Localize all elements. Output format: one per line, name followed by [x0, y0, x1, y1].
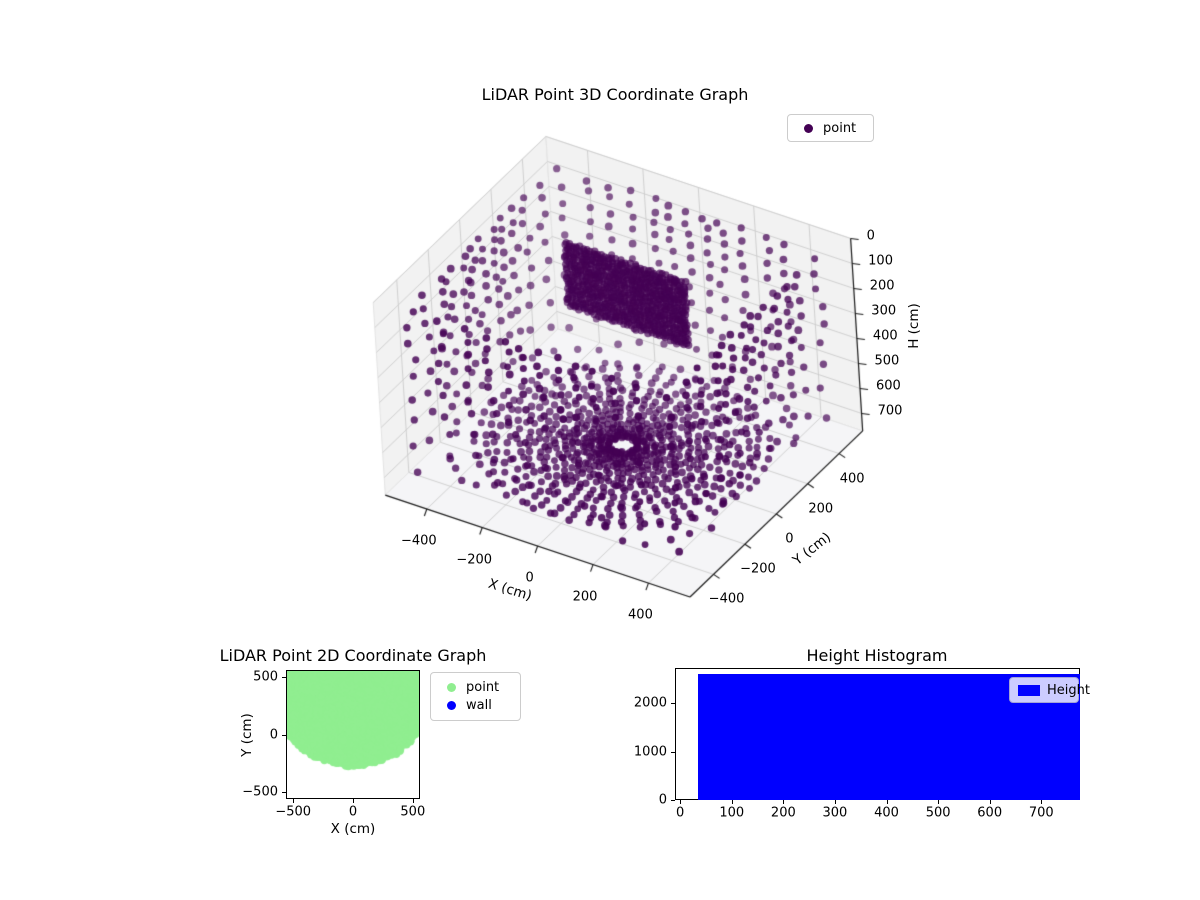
tick-label: −500 [275, 804, 312, 820]
tick-label: −200 [456, 552, 493, 567]
tick-label: 0 [269, 727, 278, 742]
tick-label: 100 [868, 253, 893, 269]
plot2d-title: LiDAR Point 2D Coordinate Graph [219, 646, 487, 665]
tick-mark [282, 676, 286, 678]
plot2d-xaxis-label: X (cm) [330, 821, 376, 837]
tick-mark [783, 800, 785, 804]
tick-label: 200 [808, 501, 834, 517]
tick-label: 0 [348, 804, 358, 820]
tick-label: 400 [628, 607, 653, 623]
tick-label: 400 [872, 328, 898, 344]
plot2d-yaxis-label: Y (cm) [239, 713, 255, 757]
tick-label: 500 [400, 804, 426, 820]
histogram-title: Height Histogram [806, 646, 948, 665]
tick-label: 0 [785, 531, 794, 547]
point-legend-marker-icon [804, 123, 813, 133]
plot3d-scatter-canvas [340, 96, 920, 636]
tick-label: 200 [869, 278, 895, 294]
tick-mark [731, 800, 733, 804]
plot3d-legend: point [787, 114, 874, 142]
tick-label: 300 [822, 805, 848, 821]
tick-label: 700 [1028, 805, 1054, 821]
tick-label: 200 [770, 805, 796, 821]
histogram-legend: Height [1009, 677, 1090, 703]
point-legend-label: point [466, 680, 500, 695]
tick-mark [412, 799, 414, 803]
wall-legend-label: wall [466, 698, 492, 713]
tick-mark [886, 800, 888, 804]
plot2d-legend: point wall [430, 672, 521, 721]
tick-label: 2000 [633, 695, 667, 711]
tick-label: 500 [874, 353, 900, 369]
tick-mark [671, 703, 675, 705]
tick-label: 0 [525, 570, 534, 586]
height-legend-label: Height [1047, 682, 1090, 698]
tick-label: −200 [740, 561, 776, 577]
tick-mark [989, 800, 991, 804]
tick-label: 1000 [633, 744, 667, 760]
tick-mark [671, 800, 675, 801]
point-legend-marker-icon [447, 683, 456, 692]
tick-mark [293, 799, 295, 803]
tick-mark [680, 800, 682, 804]
tick-mark [938, 800, 940, 804]
tick-label: −500 [242, 784, 278, 800]
wall-legend-marker-icon [447, 701, 456, 710]
tick-label: 300 [871, 303, 897, 319]
tick-label: −400 [708, 591, 745, 607]
tick-mark [671, 751, 675, 753]
tick-label: −400 [400, 533, 437, 549]
plot2d-axes [286, 670, 420, 799]
tick-label: 500 [925, 805, 951, 821]
tick-mark [834, 800, 836, 804]
tick-label: 0 [658, 792, 667, 808]
tick-mark [1041, 800, 1043, 804]
tick-label: 700 [877, 403, 903, 419]
plot3d-zaxis-label: H (cm) [906, 303, 922, 349]
tick-label: 500 [253, 669, 278, 685]
tick-mark [282, 734, 286, 736]
tick-label: 100 [719, 805, 745, 821]
height-legend-marker-icon [1018, 684, 1040, 696]
tick-label: 400 [874, 805, 899, 821]
tick-label: 0 [676, 805, 685, 821]
tick-label: 600 [977, 805, 1003, 821]
tick-mark [353, 799, 354, 803]
tick-label: 200 [572, 589, 598, 605]
plot2d-scatter-canvas [287, 671, 419, 798]
tick-label: 600 [876, 378, 901, 394]
tick-label: 400 [839, 471, 865, 487]
tick-label: 0 [866, 228, 875, 244]
tick-mark [282, 792, 286, 794]
point-legend-label: point [823, 120, 857, 136]
